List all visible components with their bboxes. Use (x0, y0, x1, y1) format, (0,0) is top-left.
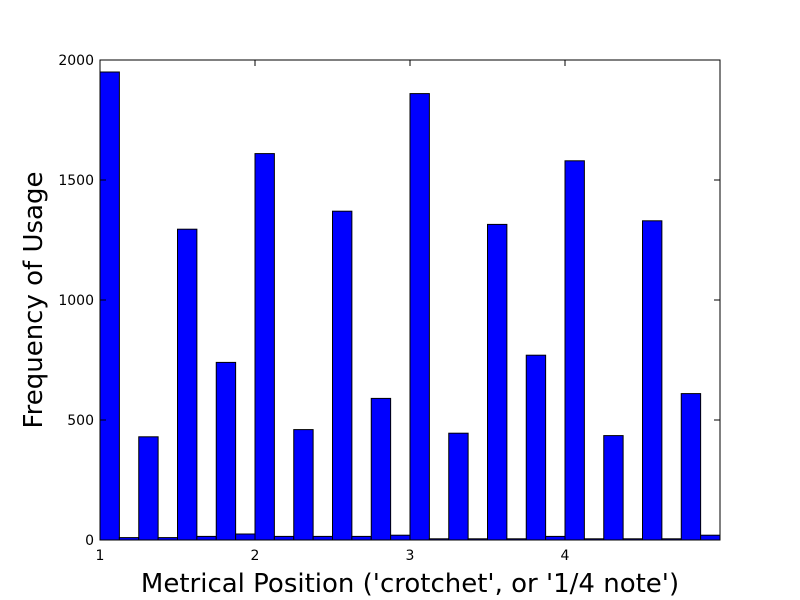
x-axis-label: Metrical Position ('crotchet', or '1/4 n… (141, 569, 679, 599)
bar-24 (564, 160, 585, 541)
bar-15 (390, 534, 411, 541)
bar-0 (99, 71, 120, 541)
y-axis-label: Frequency of Usage (19, 172, 49, 429)
x-axis-ticks: 1 2 3 4 (96, 60, 570, 564)
bar-8 (254, 153, 275, 541)
x-tick-label-1: 2 (251, 548, 260, 564)
bar-4 (177, 228, 198, 541)
bar-11 (312, 535, 333, 541)
bar-7 (235, 533, 256, 541)
x-tick-label-3: 4 (561, 548, 570, 564)
x-tick-label-0: 1 (96, 548, 105, 564)
bar-10 (293, 429, 314, 541)
bar-2 (138, 436, 159, 541)
y-tick-label-2: 1000 (58, 293, 94, 309)
bar-6 (215, 361, 237, 541)
bar-5 (196, 535, 217, 541)
y-tick-label-1: 500 (67, 413, 94, 429)
bar-30 (680, 393, 702, 541)
bar-13 (351, 535, 372, 541)
bar-9 (273, 535, 295, 541)
y-tick-label-4: 2000 (58, 53, 94, 69)
bar-12 (332, 210, 353, 541)
y-tick-label-3: 1500 (58, 173, 94, 189)
bar-31 (700, 534, 721, 541)
bar-23 (545, 535, 566, 541)
y-tick-label-0: 0 (85, 533, 94, 549)
bar-series (99, 71, 721, 541)
y-axis-ticks: 0 500 1000 1500 2000 (58, 53, 720, 549)
bar-14 (370, 397, 392, 541)
bar-16 (409, 93, 430, 541)
bar-22 (525, 354, 547, 541)
bar-18 (448, 432, 469, 541)
bar-28 (642, 220, 663, 541)
x-tick-label-2: 3 (406, 548, 415, 564)
bar-26 (603, 435, 624, 541)
bar-20 (487, 223, 508, 541)
